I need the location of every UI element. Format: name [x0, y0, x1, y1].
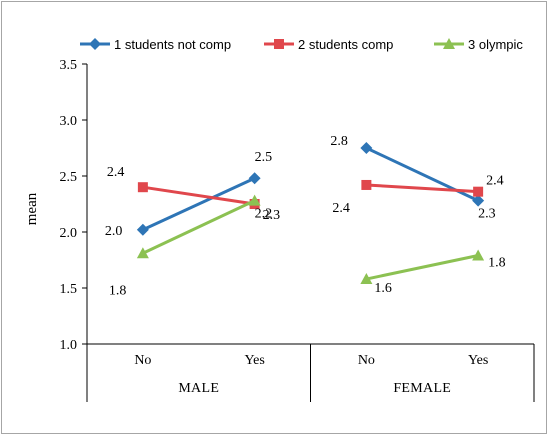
marker-square: [361, 179, 372, 190]
series-line: [366, 183, 479, 194]
y-tick-label: 3.0: [60, 114, 78, 129]
marker-square: [473, 186, 484, 197]
y-tick-label: 2.5: [60, 170, 78, 185]
y-tick-label: 1.5: [60, 282, 78, 297]
y-tick-label: 2.0: [60, 226, 78, 241]
group-label: MALE: [178, 381, 219, 396]
marker-triangle: [248, 194, 261, 206]
legend-item: 1 students not comp: [80, 37, 231, 52]
marker-triangle: [472, 249, 485, 261]
series-line: [142, 199, 256, 255]
data-label: 2.5: [255, 150, 273, 165]
legend-item: 3 olympic: [434, 37, 523, 52]
legend-label: 3 olympic: [468, 37, 523, 52]
marker-triangle: [136, 247, 149, 259]
data-label: 1.8: [109, 283, 127, 298]
axes: 1.0 1.5 2.0 2.5 3.0 3.5 mean No Yes MALE No Yes FEMA…: [24, 58, 535, 402]
data-label: 2.8: [330, 134, 348, 149]
data-label: 2.3: [478, 207, 496, 222]
series-line: [366, 254, 479, 281]
series-layer: [136, 142, 485, 285]
data-label: 2.0: [105, 224, 123, 239]
data-label: 2.4: [332, 201, 350, 216]
x-tick-label: Yes: [244, 353, 264, 368]
legend-label: 1 students not comp: [114, 37, 231, 52]
marker-diamond: [360, 142, 373, 154]
y-axis-title: mean: [24, 192, 40, 225]
x-tick-label: Yes: [468, 353, 488, 368]
marker-square: [274, 39, 284, 49]
legend: 1 students not comp 2 students comp 3 olym…: [80, 37, 523, 52]
series-line: [365, 146, 479, 202]
legend-label: 2 students comp: [298, 37, 393, 52]
group-label: FEMALE: [393, 381, 451, 396]
data-label: 2.4: [486, 174, 504, 189]
marker-diamond: [136, 223, 149, 236]
data-label: 1.6: [374, 281, 392, 296]
series-2: [137, 179, 484, 209]
data-label: 2.3: [263, 208, 281, 223]
data-label: 2.2: [255, 207, 273, 222]
x-tick-label: No: [358, 353, 375, 368]
data-labels: 2.0 2.5 2.8 2.3 2.4 2.3 2.4 2.4 1.8 2.2 1.6 1.8: [105, 134, 506, 298]
legend-item: 2 students comp: [264, 37, 393, 52]
marker-diamond: [89, 38, 101, 50]
marker-diamond: [472, 194, 485, 207]
marker-diamond: [248, 172, 261, 185]
marker-triangle: [443, 38, 455, 49]
marker-triangle: [360, 273, 373, 285]
series-1: [136, 142, 485, 236]
x-tick-label: No: [134, 353, 151, 368]
y-tick-label: 3.5: [60, 58, 78, 73]
series-line: [142, 176, 256, 232]
y-tick-label: 1.0: [60, 338, 78, 353]
series-line: [142, 185, 255, 206]
chart-frame: 1 students not comp 2 students comp 3 olym…: [1, 1, 547, 434]
data-label: 2.4: [107, 165, 125, 180]
marker-square: [137, 182, 148, 193]
data-label: 1.8: [488, 256, 506, 271]
series-3: [136, 194, 485, 285]
